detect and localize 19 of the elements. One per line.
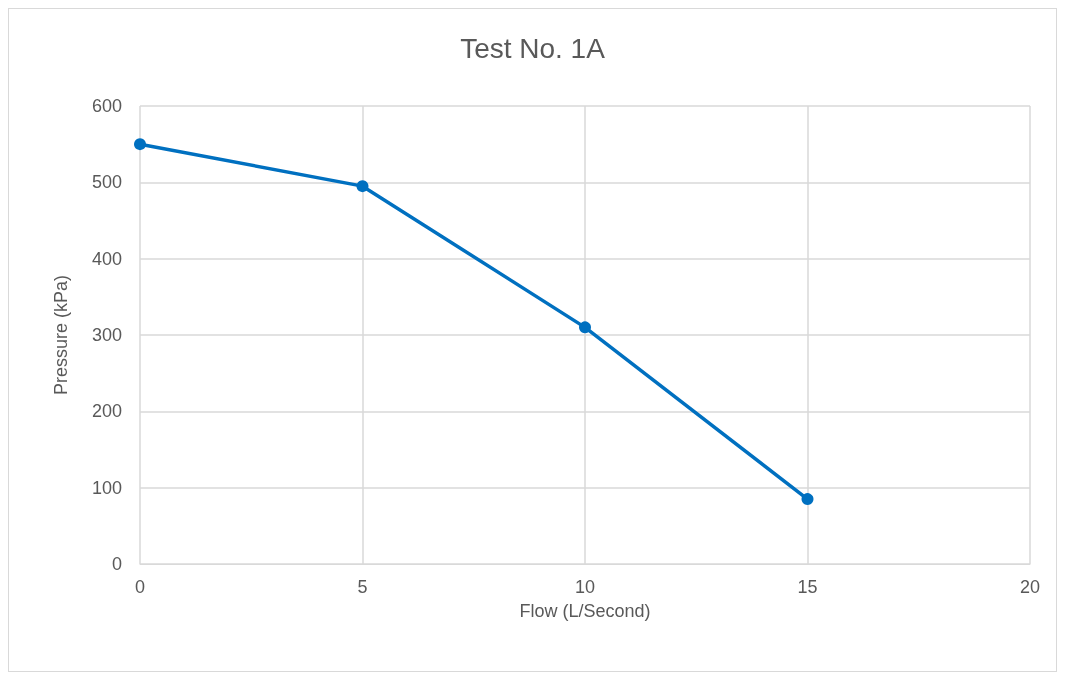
x-tick-label: 15 <box>797 577 818 597</box>
point <box>801 493 814 506</box>
x-tick-label: 10 <box>574 577 596 597</box>
y-tick-label: 0 <box>111 554 122 574</box>
y-tick-label: 400 <box>91 248 122 269</box>
y-tick-label: 500 <box>91 172 122 193</box>
x-axis-title: Flow (L/Second) <box>519 601 651 621</box>
x-tick-label: 0 <box>134 577 146 597</box>
chart-title: Test No. 1A <box>460 32 606 64</box>
point <box>579 321 591 334</box>
x-tick-label: 5 <box>357 577 368 597</box>
point <box>134 138 146 151</box>
x-tick-label: 20 <box>1019 577 1041 597</box>
y-tick-label: 300 <box>91 325 122 345</box>
point <box>356 180 369 193</box>
y-axis-title: Pressure (kPa) <box>51 274 71 396</box>
y-tick-label: 200 <box>91 401 122 422</box>
y-tick-label: 100 <box>91 477 122 498</box>
y-tick-label: 600 <box>91 96 122 116</box>
